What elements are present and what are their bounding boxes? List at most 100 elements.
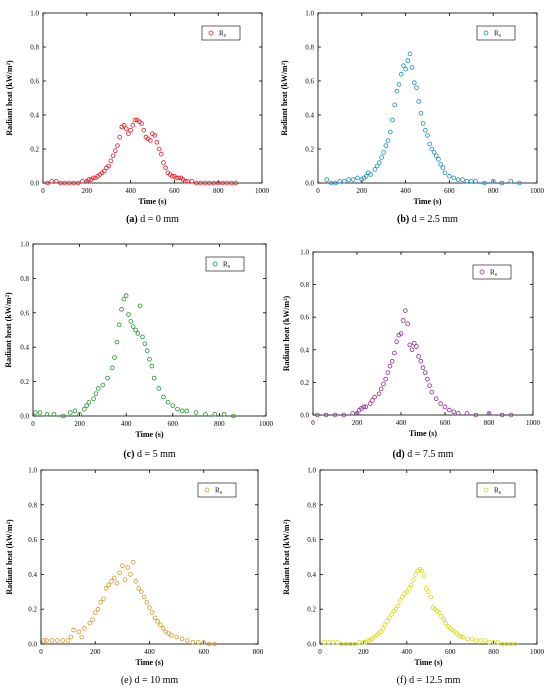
y-tick-label: 0.6 [307,536,316,544]
x-tick-label: 200 [82,187,93,195]
data-point [152,133,157,138]
x-tick-label: 600 [440,419,451,427]
data-point [84,403,89,408]
data-point [117,134,122,140]
chart-panel-c: 0 200 400 600 800 1000 0.0 0.2 0.4 0.6 0.8 1.0 Time … [4,241,274,461]
data-point [149,610,155,615]
data-point [411,340,417,346]
data-point [464,411,470,416]
legend-label: R₀ [490,269,498,277]
data-point [424,586,429,591]
data-point [156,386,162,391]
data-point [174,634,179,640]
data-point [158,622,163,628]
data-point [189,179,195,184]
x-axis-label: Time (s) [135,430,163,439]
data-point [77,411,82,417]
data-point [140,334,145,340]
y-tick-label: 0.6 [300,314,309,322]
data-point [326,639,331,645]
data-point [387,615,392,621]
data-point [486,411,492,416]
y-tick-label: 0.4 [307,571,316,579]
data-point [442,404,448,410]
caption-text: d = 7.5 mm [405,449,454,460]
x-tick-label: 200 [90,648,101,656]
data-point [322,639,327,645]
data-point [109,579,114,584]
data-point [87,620,93,626]
plot-frame [317,12,538,184]
data-point [451,175,457,181]
x-tick-label: 0 [39,648,43,656]
data-point [152,615,158,621]
data-point [142,341,148,347]
data-point [67,410,73,415]
data-point [175,406,180,412]
data-point [212,641,217,647]
data-point [486,639,492,645]
chart-panel-a: 0 200 400 600 800 1000 0.0 0.2 0.4 0.6 0.8 1.0 Time … [5,10,270,226]
data-point [414,344,419,349]
data-point [383,376,388,382]
data-point [95,386,101,391]
data-point [490,179,496,184]
data-point [381,381,386,387]
data-point [95,606,101,612]
data-point [398,331,404,336]
y-tick-label: 0.0 [28,641,37,649]
data-point [385,138,391,143]
data-point [148,138,153,143]
y-tick-label: 0.0 [300,412,309,420]
data-point [469,179,474,184]
data-point [202,180,208,186]
data-point [221,411,227,417]
data-point [383,143,389,148]
data-point [92,610,98,615]
caption-letter: (b) [397,214,409,225]
data-point [161,160,166,165]
data-point [382,622,388,628]
y-axis-label: Radiant heat (kW/m²) [5,60,14,136]
data-point [385,370,391,375]
data-point [473,412,479,418]
data-point [49,638,55,643]
y-tick-label: 1.0 [30,10,39,18]
data-point [394,339,399,344]
data-point [53,179,59,184]
data-point [465,636,470,642]
data-point [163,165,168,171]
data-point [363,404,369,410]
x-axis-label: Time (s) [414,658,442,667]
data-point [49,179,55,184]
legend-marker [204,487,210,493]
data-point [405,58,411,63]
data-point [469,636,475,642]
data-point [111,575,117,581]
data-point [170,403,176,408]
data-point [458,634,464,640]
data-point [183,179,188,184]
data-point [478,638,483,643]
y-tick-label: 1.0 [300,249,309,257]
data-point [428,594,433,600]
data-point [144,348,150,353]
data-point [405,321,410,327]
data-point [378,386,384,392]
panel-caption: (b) d = 2.5 mm [397,214,458,225]
data-point [414,85,419,91]
data-point [370,398,375,403]
data-point [165,399,171,405]
data-point [508,641,514,647]
data-point [154,139,160,145]
data-point [423,128,428,133]
data-point [508,412,514,418]
data-point [416,99,422,104]
data-point [54,638,60,643]
data-point [401,63,406,68]
x-axis-label: Time (s) [138,197,166,206]
data-point [206,641,212,647]
data-point [392,350,397,356]
data-point [408,582,414,588]
x-tick-label: 200 [352,419,363,427]
